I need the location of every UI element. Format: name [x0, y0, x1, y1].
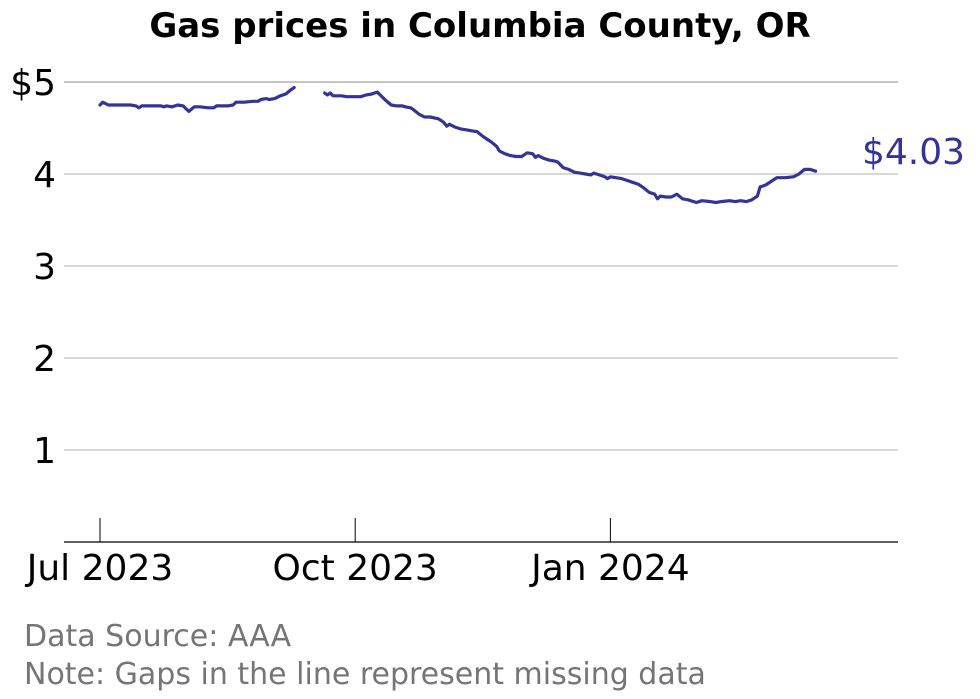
- price-line: [98, 85, 818, 205]
- price-line-segment: [323, 90, 818, 205]
- x-tick-label: Oct 2023: [273, 548, 438, 589]
- y-tick-label: 1: [33, 431, 56, 472]
- y-axis: 1 2 3 4 $5: [10, 63, 56, 472]
- last-value-label: $4.03: [862, 132, 965, 173]
- missing-data-note: Note: Gaps in the line represent missing…: [24, 657, 706, 692]
- x-tick-label: Jan 2024: [529, 548, 690, 589]
- gridlines: [64, 81, 898, 451]
- y-tick-label: 3: [33, 247, 56, 288]
- chart-title: Gas prices in Columbia County, OR: [149, 6, 810, 46]
- y-tick-label: 2: [33, 339, 56, 380]
- x-tick-label: Jul 2023: [25, 548, 174, 589]
- price-line-segment: [98, 85, 296, 113]
- y-tick-label: $5: [10, 63, 56, 104]
- data-source-note: Data Source: AAA: [24, 619, 292, 654]
- y-tick-label: 4: [33, 155, 56, 196]
- x-axis: Jul 2023 Oct 2023 Jan 2024: [25, 518, 898, 589]
